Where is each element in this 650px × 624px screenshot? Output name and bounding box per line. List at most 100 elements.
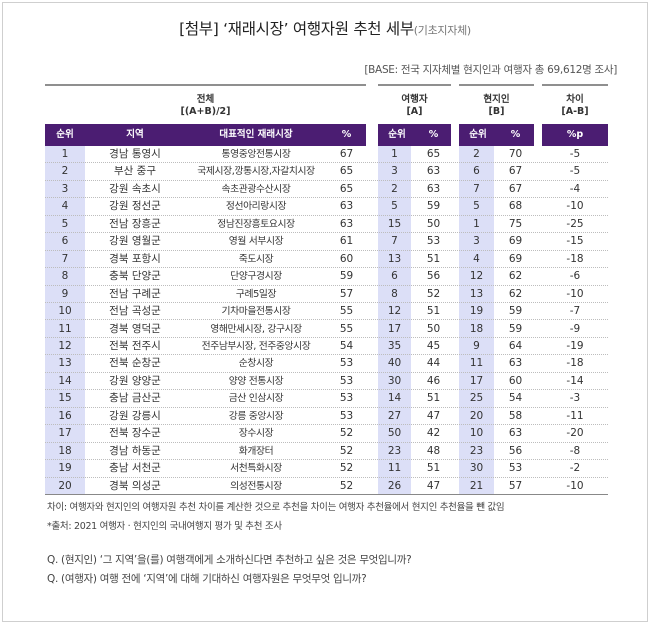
group-traveler-line2: [A] bbox=[406, 106, 423, 117]
header-bar-traveler bbox=[378, 124, 451, 146]
cell-local-rank: 20 bbox=[469, 409, 484, 422]
cell-region: 경북 영덕군 bbox=[109, 322, 161, 335]
cell-traveler-pct: 53 bbox=[426, 235, 441, 248]
question-traveler: Q. (여행자) 여행 전에 ‘지역’에 대해 기대하신 여행자원은 무엇무엇 … bbox=[47, 573, 367, 585]
cell-rank: 5 bbox=[61, 217, 69, 230]
cell-pct: 55 bbox=[339, 305, 354, 318]
cell-local-pct: 56 bbox=[508, 444, 523, 457]
cell-rank: 13 bbox=[58, 357, 72, 370]
cell-local-pct: 60 bbox=[508, 374, 523, 387]
cell-traveler-rank: 40 bbox=[387, 357, 402, 370]
cell-diff: -14 bbox=[566, 374, 584, 387]
cell-local-rank: 13 bbox=[469, 287, 484, 300]
cell-traveler-rank: 27 bbox=[387, 409, 402, 422]
cell-market: 기차마을전통시장 bbox=[221, 306, 291, 318]
cell-pct: 57 bbox=[339, 287, 354, 300]
cell-pct: 52 bbox=[339, 427, 354, 440]
cell-rank: 12 bbox=[58, 339, 72, 352]
cell-diff: -19 bbox=[566, 339, 584, 352]
table-row: 9 전남 구례군 구례5일장 57 8 52 13 62 -10 bbox=[45, 286, 608, 304]
cell-market: 강릉 중앙시장 bbox=[228, 410, 284, 422]
cell-local-pct: 53 bbox=[508, 462, 523, 475]
row-divider bbox=[45, 232, 608, 234]
table-row: 14 강원 양양군 양양 전통시장 53 30 46 17 60 -14 bbox=[45, 373, 608, 391]
shade-rank-column bbox=[45, 146, 85, 495]
title-main: [첨부] ‘재래시장’ 여행자원 추천 세부 bbox=[179, 20, 414, 38]
cell-local-rank: 21 bbox=[469, 479, 484, 492]
cell-region: 전남 곡성군 bbox=[109, 305, 161, 318]
cell-traveler-rank: 8 bbox=[391, 287, 398, 300]
cell-region: 충북 단양군 bbox=[109, 270, 161, 283]
row-divider bbox=[45, 179, 608, 181]
cell-rank: 6 bbox=[61, 235, 69, 248]
cell-diff: -9 bbox=[569, 322, 581, 335]
cell-pct: 53 bbox=[339, 392, 354, 405]
cell-region: 강원 영월군 bbox=[109, 235, 161, 248]
cell-rank: 18 bbox=[58, 444, 72, 457]
cell-diff: -25 bbox=[566, 217, 584, 230]
table-row: 7 경북 포항시 죽도시장 60 13 51 4 69 -18 bbox=[45, 251, 608, 269]
group-header-local: 현지인 [B] bbox=[459, 84, 534, 127]
cell-traveler-rank: 13 bbox=[387, 252, 402, 265]
cell-local-rank: 2 bbox=[473, 148, 480, 160]
cell-diff: -10 bbox=[566, 479, 584, 492]
cell-diff: -7 bbox=[569, 305, 581, 318]
cell-traveler-rank: 2 bbox=[391, 182, 398, 195]
table-bottom-line bbox=[45, 494, 608, 495]
cell-market: 서천특화시장 bbox=[230, 463, 282, 475]
cell-rank: 20 bbox=[58, 479, 72, 492]
cell-diff: -5 bbox=[569, 148, 581, 160]
header-bar-total bbox=[45, 124, 366, 146]
question-local: Q. (현지인) ‘그 지역’을(를) 여행객에게 소개하신다면 추천하고 싶은… bbox=[47, 554, 412, 566]
cell-local-rank: 3 bbox=[473, 235, 480, 248]
cell-rank: 2 bbox=[61, 165, 69, 178]
cell-diff: -18 bbox=[566, 252, 584, 265]
cell-pct: 63 bbox=[339, 200, 354, 213]
cell-traveler-rank: 5 bbox=[391, 200, 398, 213]
col-header-pct: % bbox=[341, 129, 352, 140]
cell-region: 충남 서천군 bbox=[109, 462, 161, 475]
shade-local-rank-column bbox=[459, 146, 494, 495]
cell-region: 전북 장수군 bbox=[109, 427, 161, 440]
cell-diff: -15 bbox=[566, 235, 584, 248]
cell-local-pct: 69 bbox=[508, 252, 523, 265]
table-row: 16 강원 강릉시 강릉 중앙시장 53 27 47 20 58 -11 bbox=[45, 408, 608, 426]
cell-pct: 65 bbox=[339, 182, 354, 195]
cell-rank: 10 bbox=[58, 305, 72, 318]
table-row: 5 전남 장흥군 정남진장흥토요시장 63 15 50 1 75 -25 bbox=[45, 216, 608, 234]
cell-rank: 17 bbox=[58, 427, 72, 440]
cell-traveler-pct: 52 bbox=[426, 287, 441, 300]
cell-local-rank: 7 bbox=[473, 182, 480, 195]
cell-region: 경남 통영시 bbox=[109, 148, 161, 160]
cell-local-rank: 19 bbox=[469, 305, 484, 318]
group-header-total: 전체 [(A+B)/2] bbox=[45, 84, 366, 127]
cell-local-rank: 4 bbox=[473, 252, 480, 265]
cell-local-pct: 70 bbox=[508, 148, 523, 160]
cell-local-rank: 12 bbox=[469, 270, 484, 283]
cell-traveler-pct: 47 bbox=[426, 479, 441, 492]
table-row: 17 전북 장수군 장수시장 52 50 42 10 63 -20 bbox=[45, 425, 608, 443]
cell-local-pct: 59 bbox=[508, 322, 523, 335]
cell-traveler-pct: 51 bbox=[426, 462, 441, 475]
row-divider bbox=[45, 441, 608, 443]
cell-pct: 63 bbox=[339, 217, 354, 230]
cell-region: 강원 강릉시 bbox=[109, 409, 161, 422]
cell-rank: 14 bbox=[58, 374, 72, 387]
table-row: 20 경북 의성군 의성전통시장 52 26 47 21 57 -10 bbox=[45, 478, 608, 495]
cell-local-pct: 57 bbox=[508, 479, 523, 492]
cell-local-pct: 62 bbox=[508, 287, 523, 300]
group-total-line1: 전체 bbox=[196, 94, 215, 105]
row-divider bbox=[45, 424, 608, 426]
cell-market: 구례5일장 bbox=[235, 288, 277, 300]
col-header-market: 대표적인 재래시장 bbox=[219, 129, 293, 140]
row-divider bbox=[45, 476, 608, 478]
cell-rank: 1 bbox=[61, 148, 69, 160]
table-row: 6 강원 영월군 영월 서부시장 61 7 53 3 69 -15 bbox=[45, 233, 608, 251]
cell-traveler-pct: 51 bbox=[426, 305, 441, 318]
cell-traveler-pct: 48 bbox=[426, 444, 441, 457]
cell-local-pct: 62 bbox=[508, 270, 523, 283]
col-header-local-pct: % bbox=[510, 129, 521, 140]
cell-traveler-rank: 30 bbox=[387, 374, 402, 387]
cell-market: 단양구경시장 bbox=[230, 271, 282, 283]
cell-traveler-rank: 1 bbox=[391, 148, 398, 160]
